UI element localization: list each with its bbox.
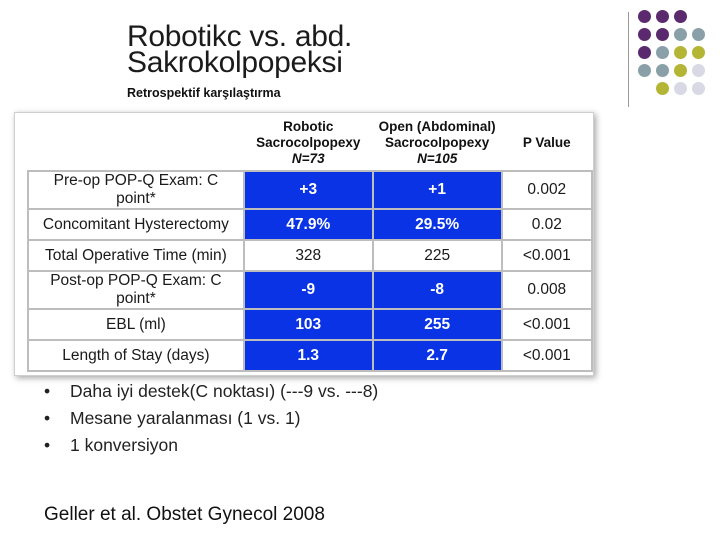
header-open-line2: Sacrocolpopexy <box>385 134 490 150</box>
row-label: Post-op POP-Q Exam: C point* <box>27 270 245 310</box>
decor-dot <box>656 46 669 59</box>
row-label: EBL (ml) <box>27 308 245 341</box>
decor-dot <box>692 28 705 41</box>
row-label: Total Operative Time (min) <box>27 239 245 272</box>
bullet-text: 1 konversiyon <box>70 435 178 455</box>
header-open-n: N=105 <box>417 150 458 166</box>
table-row: Length of Stay (days) 1.3 2.7 <0.001 <box>27 339 594 372</box>
decor-dot <box>656 64 669 77</box>
row-label: Pre-op POP-Q Exam: C point* <box>27 170 245 210</box>
slide-title-line2: Sakrokolpopeksi <box>127 46 343 79</box>
decor-dot <box>656 82 669 95</box>
open-value: 225 <box>371 239 503 272</box>
decor-dot <box>638 10 651 23</box>
p-value: <0.001 <box>500 339 594 372</box>
open-value: 29.5% <box>371 208 503 241</box>
robotic-value: -9 <box>242 270 374 310</box>
table-row: EBL (ml) 103 255 <0.001 <box>27 308 594 341</box>
decor-dot <box>638 46 651 59</box>
decor-dot <box>692 82 705 95</box>
robotic-value: 103 <box>242 308 374 341</box>
header-robotic-line1: Robotic <box>283 118 334 134</box>
table-header-row: Robotic Sacrocolpopexy N=73 Open (Abdomi… <box>28 115 592 171</box>
header-robotic-n: N=73 <box>291 150 325 166</box>
open-value: +1 <box>371 170 503 210</box>
header-open-line1: Open (Abdominal) <box>378 118 496 134</box>
decor-dot <box>656 28 669 41</box>
decor-dot <box>674 82 687 95</box>
bullet-marker: • <box>44 435 51 455</box>
p-value: 0.02 <box>500 208 594 241</box>
bullet-marker: • <box>44 381 51 401</box>
header-robotic: Robotic Sacrocolpopexy N=73 <box>244 115 373 171</box>
slide-title: Robotikc vs. abd. Sakrokolpopeksi <box>127 20 447 79</box>
bullet-marker: • <box>44 408 51 428</box>
robotic-value: +3 <box>242 170 374 210</box>
slide-title-line1: Robotikc vs. abd. <box>127 20 353 53</box>
decor-divider <box>628 12 629 107</box>
header-robotic-line2: Sacrocolpopexy <box>256 134 361 150</box>
robotic-value: 1.3 <box>242 339 374 372</box>
list-item: • Mesane yaralanması (1 vs. 1) <box>44 407 424 430</box>
decor-dot <box>674 10 687 23</box>
p-value: 0.008 <box>500 270 594 310</box>
bullet-text: Mesane yaralanması (1 vs. 1) <box>70 408 301 428</box>
decor-dot <box>674 64 687 77</box>
bullet-text: Daha iyi destek(C noktası) (---9 vs. ---… <box>70 381 379 401</box>
list-item: • Daha iyi destek(C noktası) (---9 vs. -… <box>44 380 424 403</box>
table-row: Concomitant Hysterectomy 47.9% 29.5% 0.02 <box>27 208 594 241</box>
table-row: Pre-op POP-Q Exam: C point* +3 +1 0.002 <box>27 170 594 210</box>
row-label: Length of Stay (days) <box>27 339 245 372</box>
decor-dot <box>674 46 687 59</box>
decor-dot <box>656 10 669 23</box>
open-value: -8 <box>371 270 503 310</box>
citation: Geller et al. Obstet Gynecol 2008 <box>44 504 325 525</box>
comparison-table-figure: Robotic Sacrocolpopexy N=73 Open (Abdomi… <box>14 112 594 376</box>
p-value: <0.001 <box>500 239 594 272</box>
list-item: • 1 konversiyon <box>44 434 424 457</box>
table-row: Post-op POP-Q Exam: C point* -9 -8 0.008 <box>27 270 594 310</box>
decor-dot <box>674 28 687 41</box>
header-pvalue: P Value <box>502 115 592 171</box>
p-value: <0.001 <box>500 308 594 341</box>
comparison-table: Robotic Sacrocolpopexy N=73 Open (Abdomi… <box>27 115 594 372</box>
decor-dot <box>638 28 651 41</box>
header-pvalue-label: P Value <box>522 134 571 150</box>
row-label: Concomitant Hysterectomy <box>27 208 245 241</box>
open-value: 255 <box>371 308 503 341</box>
header-label-col <box>28 115 244 171</box>
header-open: Open (Abdominal) Sacrocolpopexy N=105 <box>373 115 502 171</box>
decor-dot <box>638 64 651 77</box>
p-value: 0.002 <box>500 170 594 210</box>
decor-dot <box>692 46 705 59</box>
robotic-value: 328 <box>242 239 374 272</box>
robotic-value: 47.9% <box>242 208 374 241</box>
open-value: 2.7 <box>371 339 503 372</box>
bullet-list: • Daha iyi destek(C noktası) (---9 vs. -… <box>44 380 424 461</box>
table-row: Total Operative Time (min) 328 225 <0.001 <box>27 239 594 272</box>
slide-subtitle: Retrospektif karşılaştırma <box>127 86 281 100</box>
decor-dot <box>692 64 705 77</box>
